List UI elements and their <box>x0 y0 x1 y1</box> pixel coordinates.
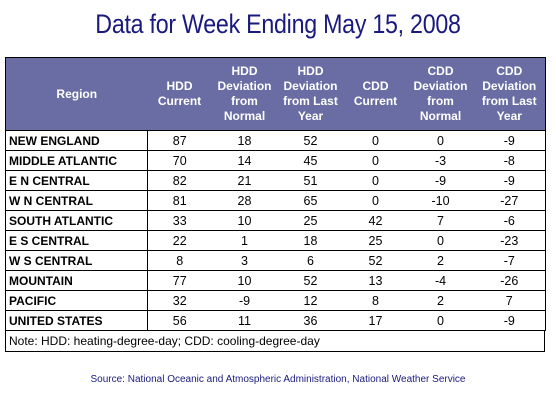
value-cell: 87 <box>147 130 212 151</box>
value-cell: 17 <box>343 310 408 331</box>
table-note: Note: HDD: heating-degree-day; CDD: cool… <box>5 331 545 352</box>
value-cell: 3 <box>211 250 278 271</box>
value-cell: 2 <box>407 250 474 271</box>
value-cell: -9 <box>407 170 474 191</box>
region-cell: W S CENTRAL <box>5 250 148 271</box>
value-cell: 82 <box>147 170 212 191</box>
header-hdd-current: HDD Current <box>147 57 212 131</box>
header-hdd-dev-normal: HDD Deviation from Normal <box>211 57 278 131</box>
table-body: NEW ENGLAND 87 18 52 0 0 -9 MIDDLE ATLANTIC 70 14… <box>5 130 546 331</box>
table-row: UNITED STATES 56 11 36 17 0 -9 <box>5 310 546 331</box>
region-cell: MOUNTAIN <box>5 270 148 291</box>
region-cell: UNITED STATES <box>5 310 148 331</box>
value-cell: 10 <box>211 270 278 291</box>
value-cell: 6 <box>277 250 344 271</box>
value-cell: 33 <box>147 210 212 231</box>
header-hdd-dev-last-year: HDD Deviation from Last Year <box>277 57 344 131</box>
table-row: SOUTH ATLANTIC 33 10 25 42 7 -6 <box>5 210 546 231</box>
value-cell: 1 <box>211 230 278 251</box>
value-cell: -9 <box>473 130 546 151</box>
value-cell: 10 <box>211 210 278 231</box>
value-cell: -23 <box>473 230 546 251</box>
value-cell: 0 <box>407 130 474 151</box>
value-cell: 52 <box>343 250 408 271</box>
value-cell: 2 <box>407 290 474 311</box>
table-row: W S CENTRAL 8 3 6 52 2 -7 <box>5 250 546 271</box>
value-cell: 0 <box>343 130 408 151</box>
value-cell: 0 <box>343 190 408 211</box>
value-cell: 45 <box>277 150 344 171</box>
value-cell: -4 <box>407 270 474 291</box>
value-cell: 56 <box>147 310 212 331</box>
header-cdd-dev-normal: CDD Deviation from Normal <box>407 57 474 131</box>
value-cell: 0 <box>407 230 474 251</box>
value-cell: -9 <box>473 170 546 191</box>
value-cell: 22 <box>147 230 212 251</box>
table-row: NEW ENGLAND 87 18 52 0 0 -9 <box>5 130 546 151</box>
value-cell: -10 <box>407 190 474 211</box>
value-cell: -7 <box>473 250 546 271</box>
region-cell: E N CENTRAL <box>5 170 148 191</box>
page-title: Data for Week Ending May 15, 2008 <box>95 9 461 39</box>
table-row: MIDDLE ATLANTIC 70 14 45 0 -3 -8 <box>5 150 546 171</box>
value-cell: 28 <box>211 190 278 211</box>
value-cell: 0 <box>343 170 408 191</box>
value-cell: -9 <box>211 290 278 311</box>
value-cell: 8 <box>343 290 408 311</box>
region-cell: SOUTH ATLANTIC <box>5 210 148 231</box>
region-cell: MIDDLE ATLANTIC <box>5 150 148 171</box>
value-cell: 77 <box>147 270 212 291</box>
table-row: PACIFIC 32 -9 12 8 2 7 <box>5 290 546 311</box>
value-cell: 25 <box>343 230 408 251</box>
region-cell: NEW ENGLAND <box>5 130 148 151</box>
value-cell: -27 <box>473 190 546 211</box>
value-cell: 42 <box>343 210 408 231</box>
value-cell: 12 <box>277 290 344 311</box>
table-row: E N CENTRAL 82 21 51 0 -9 -9 <box>5 170 546 191</box>
table-header-row: Region HDD Current HDD Deviation from No… <box>5 57 546 131</box>
source-citation: Source: National Oceanic and Atmospheric… <box>90 374 466 385</box>
value-cell: 25 <box>277 210 344 231</box>
value-cell: -3 <box>407 150 474 171</box>
header-cdd-current: CDD Current <box>343 57 408 131</box>
header-cdd-dev-last-year: CDD Deviation from Last Year <box>473 57 546 131</box>
value-cell: 70 <box>147 150 212 171</box>
value-cell: 21 <box>211 170 278 191</box>
value-cell: 0 <box>407 310 474 331</box>
table-row: W N CENTRAL 81 28 65 0 -10 -27 <box>5 190 546 211</box>
value-cell: 8 <box>147 250 212 271</box>
value-cell: 81 <box>147 190 212 211</box>
value-cell: 36 <box>277 310 344 331</box>
value-cell: 32 <box>147 290 212 311</box>
value-cell: 7 <box>407 210 474 231</box>
value-cell: 52 <box>277 130 344 151</box>
header-region: Region <box>5 57 148 131</box>
value-cell: 0 <box>343 150 408 171</box>
region-cell: W N CENTRAL <box>5 190 148 211</box>
region-cell: PACIFIC <box>5 290 148 311</box>
table-row: MOUNTAIN 77 10 52 13 -4 -26 <box>5 270 546 291</box>
value-cell: -9 <box>473 310 546 331</box>
data-table-container: Region HDD Current HDD Deviation from No… <box>5 57 546 352</box>
value-cell: 7 <box>473 290 546 311</box>
value-cell: 14 <box>211 150 278 171</box>
value-cell: 11 <box>211 310 278 331</box>
value-cell: 51 <box>277 170 344 191</box>
value-cell: -8 <box>473 150 546 171</box>
value-cell: 65 <box>277 190 344 211</box>
value-cell: 18 <box>211 130 278 151</box>
region-cell: E S CENTRAL <box>5 230 148 251</box>
degree-day-table: Region HDD Current HDD Deviation from No… <box>5 57 546 331</box>
value-cell: -26 <box>473 270 546 291</box>
table-row: E S CENTRAL 22 1 18 25 0 -23 <box>5 230 546 251</box>
value-cell: 13 <box>343 270 408 291</box>
value-cell: 18 <box>277 230 344 251</box>
value-cell: -6 <box>473 210 546 231</box>
value-cell: 52 <box>277 270 344 291</box>
